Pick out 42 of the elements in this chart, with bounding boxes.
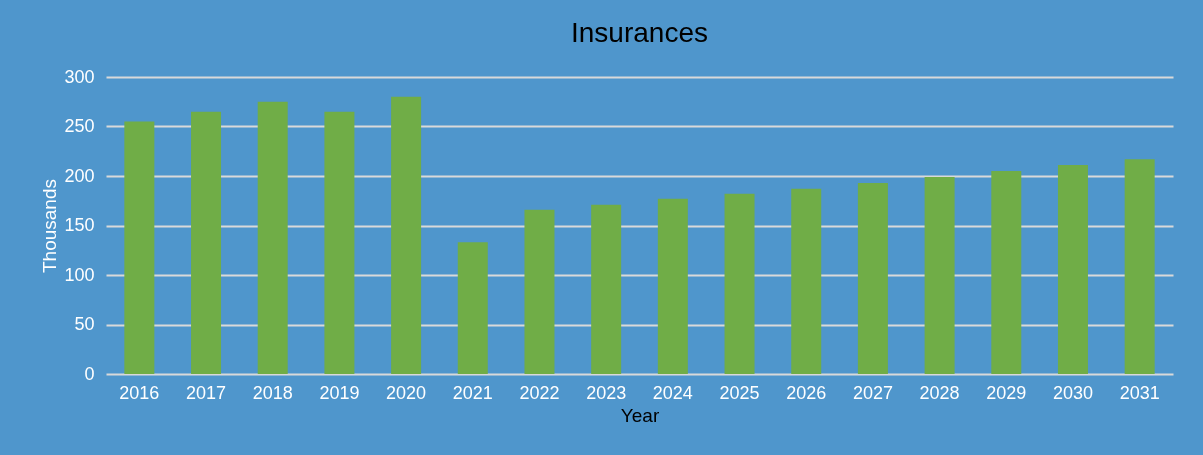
y-tick-label: 100 (64, 264, 95, 285)
y-tick-label: 150 (64, 215, 95, 235)
bar (924, 176, 955, 374)
x-tick-label: 2031 (1119, 382, 1160, 403)
y-tick-label: 300 (64, 66, 95, 87)
x-tick-label: 2029 (986, 382, 1027, 403)
x-tick-label: 2024 (652, 382, 693, 403)
bar (991, 171, 1022, 374)
bar (591, 204, 622, 374)
x-tick-label: 2016 (119, 382, 160, 403)
x-tick-label: 2021 (452, 382, 493, 403)
x-tick-label: 2019 (319, 382, 360, 403)
x-tick-label: 2020 (386, 382, 427, 403)
x-tick-label: 2017 (186, 382, 227, 403)
x-tick-label: 2023 (586, 382, 627, 403)
y-tick-label: 250 (64, 116, 95, 136)
x-tick-label: 2026 (786, 382, 827, 403)
bar (457, 242, 488, 374)
bar (124, 121, 155, 374)
x-tick-label: 2025 (719, 382, 760, 403)
x-axis-title: Year (620, 404, 660, 426)
bar (191, 111, 222, 374)
bar (791, 188, 822, 374)
x-tick-label: 2027 (852, 382, 893, 403)
y-tick-label: 0 (84, 363, 95, 384)
x-tick-label: 2028 (919, 382, 960, 403)
y-axis-title: Thousands (39, 178, 61, 274)
bar (524, 209, 555, 374)
y-tick-label: 200 (64, 165, 95, 186)
bar (324, 111, 355, 374)
x-tick-label: 2018 (252, 382, 293, 403)
bar (1124, 159, 1155, 374)
x-tick-label: 2030 (1052, 382, 1093, 403)
bar (1057, 165, 1088, 374)
bar (657, 198, 688, 374)
x-tick-label: 2022 (519, 382, 560, 403)
chart-title: Insurances (571, 17, 708, 48)
bar (724, 193, 755, 374)
bar (391, 96, 422, 374)
bar (257, 101, 288, 374)
y-tick-label: 50 (74, 314, 95, 334)
bar (857, 182, 888, 374)
